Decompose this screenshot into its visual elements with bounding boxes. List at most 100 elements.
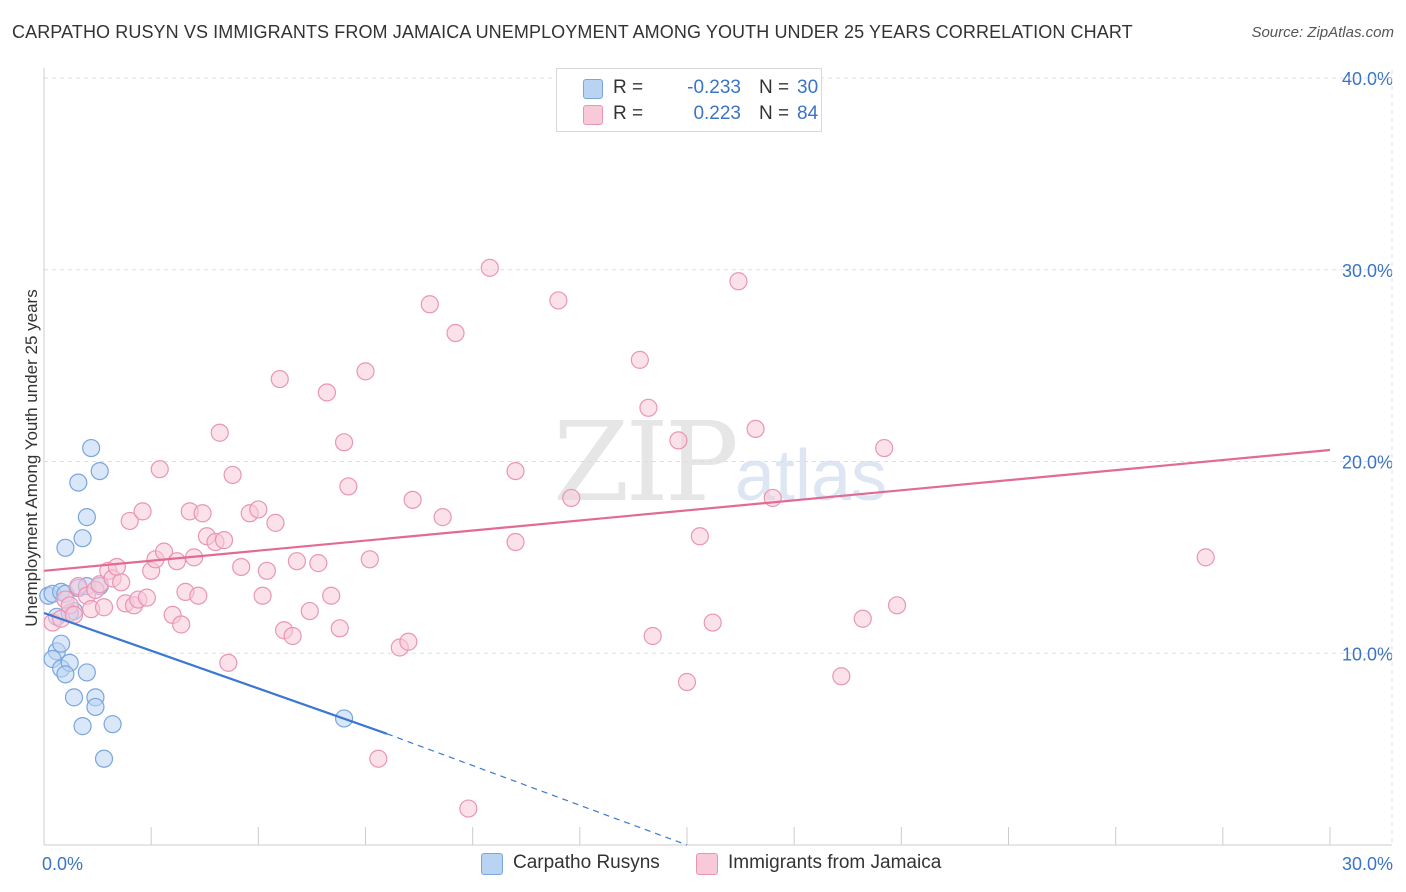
pink-swatch — [583, 105, 603, 125]
data-point — [506, 532, 525, 552]
data-point — [150, 460, 169, 479]
data-point — [137, 588, 156, 607]
data-point — [459, 799, 478, 818]
data-point — [630, 350, 649, 369]
y-tick-label: 20.0% — [1342, 453, 1393, 473]
y-tick-label: 30.0% — [1342, 261, 1393, 281]
data-point — [339, 477, 358, 496]
data-point — [669, 431, 688, 450]
trend-line — [43, 448, 1331, 572]
data-point — [94, 749, 114, 768]
data-point — [330, 619, 349, 638]
data-point — [52, 634, 71, 653]
series-label: Immigrants from Jamaica — [728, 852, 942, 873]
data-point — [433, 508, 452, 527]
data-point — [219, 653, 238, 672]
data-point — [69, 473, 88, 492]
data-point — [223, 465, 242, 485]
data-point — [77, 508, 96, 527]
data-point — [86, 697, 105, 717]
source-label: Source: ZipAtlas.com — [1251, 24, 1394, 41]
data-point — [317, 383, 337, 402]
data-point — [403, 490, 422, 509]
trend-line — [43, 611, 388, 735]
chart-title: CARPATHO RUSYN VS IMMIGRANTS FROM JAMAIC… — [12, 22, 1133, 42]
data-point — [56, 538, 75, 557]
data-point — [853, 609, 872, 628]
data-point — [369, 749, 388, 768]
data-point — [249, 500, 268, 519]
legend-n-value: 84 — [797, 103, 819, 124]
data-point — [334, 433, 354, 452]
data-point — [643, 626, 662, 646]
data-point — [56, 665, 75, 684]
blue-swatch — [583, 79, 603, 99]
x-tick-label: 30.0% — [1342, 854, 1393, 874]
pink-swatch — [696, 853, 718, 875]
data-point — [309, 554, 328, 573]
legend-r-value: 0.223 — [693, 103, 741, 124]
legend-n-label: N = — [759, 77, 790, 98]
data-point — [232, 557, 251, 577]
data-point — [172, 615, 191, 634]
data-point — [875, 438, 894, 458]
data-point — [90, 461, 109, 481]
correlation-legend: R = -0.233 N = 30 R = 0.223 N = 84 — [556, 68, 822, 132]
data-point — [356, 362, 375, 381]
data-point — [107, 557, 126, 577]
legend-n-value: 30 — [797, 77, 819, 98]
data-point — [133, 502, 152, 521]
series-label: Carpatho Rusyns — [513, 852, 660, 873]
data-point — [420, 295, 439, 314]
data-point — [283, 626, 302, 646]
data-point — [167, 552, 186, 571]
data-point — [94, 598, 114, 617]
data-point — [112, 573, 131, 592]
data-point — [266, 513, 285, 532]
data-point — [210, 423, 229, 442]
data-point — [690, 527, 709, 546]
data-point — [399, 632, 418, 651]
data-point — [270, 369, 289, 389]
data-point — [103, 715, 122, 734]
data-point — [257, 561, 277, 580]
data-point — [677, 672, 697, 692]
data-point — [562, 488, 581, 508]
y-axis-label: Unemployment Among Youth under 25 years — [22, 289, 41, 626]
data-point — [639, 398, 658, 417]
data-point — [1196, 548, 1215, 567]
x-tick-label: 0.0% — [42, 854, 83, 874]
legend-r-value: -0.233 — [687, 77, 741, 98]
data-point — [506, 461, 525, 481]
blue-swatch — [481, 853, 503, 875]
data-point — [703, 613, 722, 632]
data-point — [77, 663, 96, 682]
series-jamaica — [43, 258, 1215, 818]
legend-r-label: R = — [613, 103, 644, 124]
data-point — [193, 504, 212, 523]
data-point — [887, 596, 907, 615]
trend-line-extension — [386, 733, 688, 846]
legend-r-label: R = — [613, 77, 644, 98]
data-point — [549, 291, 568, 310]
data-point — [73, 529, 92, 548]
legend-n-label: N = — [759, 103, 790, 124]
data-point — [746, 419, 765, 439]
data-point — [300, 601, 319, 621]
data-point — [73, 717, 92, 736]
data-point — [82, 438, 101, 458]
data-point — [446, 323, 465, 343]
data-point — [64, 688, 84, 707]
data-point — [480, 258, 499, 277]
data-point — [120, 511, 139, 531]
data-point — [360, 550, 379, 569]
data-point — [214, 531, 234, 550]
data-point — [189, 586, 208, 605]
y-tick-label: 10.0% — [1342, 644, 1393, 664]
data-point — [729, 272, 748, 291]
data-point — [253, 586, 272, 605]
data-point — [832, 667, 851, 686]
data-point — [322, 586, 341, 605]
data-point — [287, 552, 307, 571]
